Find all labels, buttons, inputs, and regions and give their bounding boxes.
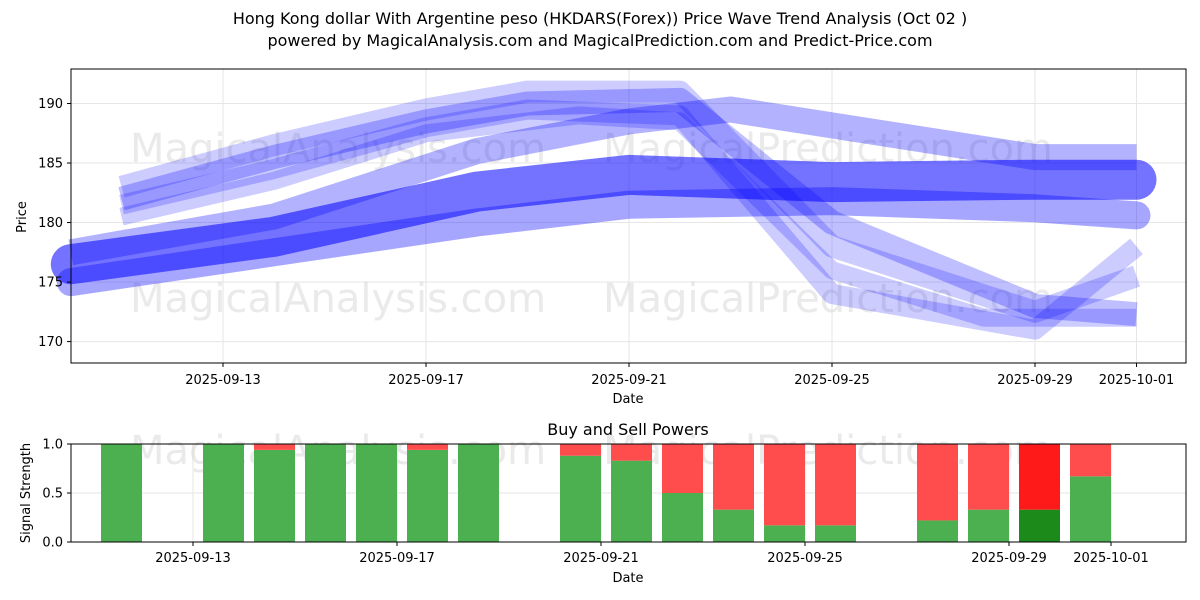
signal-y-axis-label: Signal Strength <box>19 443 34 543</box>
buy-power-bar <box>101 444 142 542</box>
price-x-axis-label: Date <box>612 392 643 407</box>
chart-title: Hong Kong dollar With Argentine peso (HK… <box>232 9 968 28</box>
watermark-text: MagicalAnalysis.com <box>130 276 546 322</box>
sell-power-bar <box>254 444 295 450</box>
y-tick-label: 175 <box>38 276 63 291</box>
y-tick-label: 190 <box>38 97 63 112</box>
signal-chart-title: Buy and Sell Powers <box>547 420 709 439</box>
x-tick-label: 2025-09-13 <box>185 373 261 388</box>
chart-subtitle: powered by MagicalAnalysis.com and Magic… <box>267 31 933 50</box>
sell-power-bar <box>407 444 448 450</box>
buy-power-bar <box>968 509 1009 542</box>
x-tick-label: 2025-09-25 <box>767 551 843 566</box>
sell-power-bar <box>662 444 703 493</box>
x-tick-label: 2025-09-13 <box>155 551 231 566</box>
buy-power-bar <box>764 525 805 542</box>
sell-power-bar <box>917 444 958 521</box>
y-tick-label: 185 <box>38 157 63 172</box>
buy-power-bar <box>560 455 601 542</box>
y-tick-label: 0.0 <box>42 536 63 551</box>
y-tick-label: 0.5 <box>42 487 63 502</box>
x-tick-label: 2025-09-17 <box>359 551 435 566</box>
sell-power-bar <box>815 444 856 526</box>
buy-power-bar <box>458 444 499 542</box>
buy-power-bar <box>662 493 703 542</box>
price-y-axis-label: Price <box>15 201 30 233</box>
buy-power-bar <box>254 449 295 542</box>
x-tick-label: 2025-09-25 <box>794 373 870 388</box>
x-tick-label: 2025-09-29 <box>997 373 1073 388</box>
wave-series-line <box>118 80 1141 323</box>
sell-power-bar <box>713 444 754 510</box>
sell-power-bar <box>560 444 601 456</box>
wave-series-line <box>119 106 1137 327</box>
x-tick-label: 2025-09-17 <box>388 373 464 388</box>
buy-power-bar <box>203 444 244 542</box>
price-wave-series <box>50 80 1157 340</box>
buy-power-bar <box>611 460 652 542</box>
buy-power-bar <box>407 449 448 542</box>
buy-power-bar <box>713 509 754 542</box>
sell-power-bar <box>968 444 1009 510</box>
wave-series-line <box>118 87 1138 327</box>
sell-power-bar <box>611 444 652 461</box>
y-tick-label: 180 <box>38 216 63 231</box>
sell-power-bar <box>764 444 805 526</box>
sell-power-bar <box>1019 444 1060 510</box>
y-tick-label: 1.0 <box>42 438 63 453</box>
wave-series-line <box>56 187 1151 297</box>
wave-series-line <box>119 99 1143 340</box>
signal-bars <box>101 444 1111 542</box>
buy-power-bar <box>356 444 397 542</box>
buy-power-bar <box>815 525 856 542</box>
x-tick-label: 2025-09-29 <box>971 551 1047 566</box>
x-tick-label: 2025-09-21 <box>591 373 667 388</box>
signal-x-axis-label: Date <box>612 571 643 586</box>
sell-power-bar <box>1070 444 1111 477</box>
price-y-axis: 170 175 180 185 190 <box>38 97 71 350</box>
watermark-text: MagicalPrediction.com <box>603 276 1053 322</box>
x-tick-label: 2025-09-21 <box>563 551 639 566</box>
wave-series-line <box>68 96 1137 266</box>
price-x-axis: 2025-09-13 2025-09-17 2025-09-21 2025-09-25… <box>185 363 1174 388</box>
buy-power-bar <box>1019 509 1060 542</box>
wave-series-line <box>50 154 1157 285</box>
y-tick-label: 170 <box>38 335 63 350</box>
x-tick-label: 2025-10-01 <box>1099 373 1175 388</box>
buy-power-bar <box>917 520 958 542</box>
buy-power-bar <box>1070 476 1111 542</box>
x-tick-label: 2025-10-01 <box>1073 551 1149 566</box>
signal-y-axis: 0.0 0.5 1.0 <box>42 438 71 551</box>
signal-x-axis: 2025-09-13 2025-09-17 2025-09-21 2025-09-25… <box>155 542 1149 566</box>
watermark-text: MagicalAnalysis.com <box>130 126 546 172</box>
buy-power-bar <box>305 444 346 542</box>
